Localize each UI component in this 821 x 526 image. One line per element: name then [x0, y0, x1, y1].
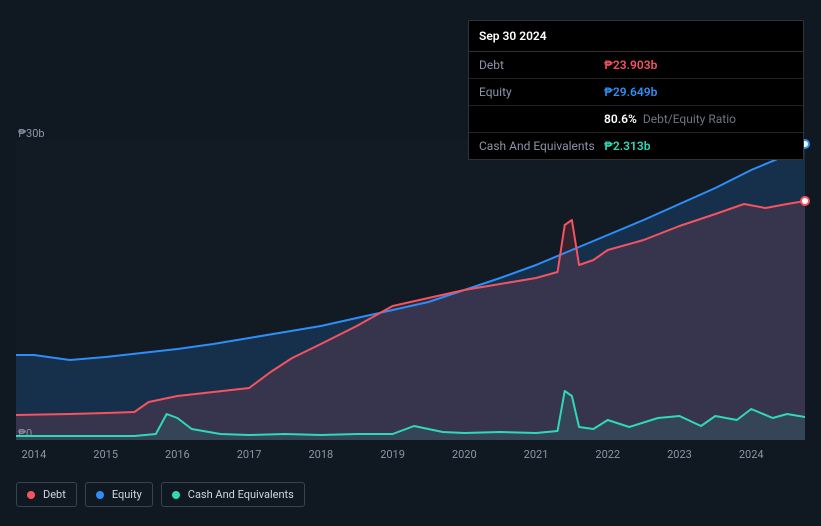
tooltip-date: Sep 30 2024 [469, 21, 803, 52]
tooltip-row: Cash And Equivalents₱2.313b [469, 133, 803, 159]
x-tick-label: 2021 [524, 448, 549, 461]
x-tick-label: 2022 [595, 448, 620, 461]
legend-dot [27, 491, 35, 499]
tooltip-row-value: ₱29.649b [604, 85, 657, 99]
legend: Debt Equity Cash And Equivalents [16, 482, 305, 507]
tooltip-row: Debt₱23.903b [469, 52, 803, 79]
x-tick-label: 2018 [308, 448, 333, 461]
x-tick-label: 2017 [237, 448, 262, 461]
legend-dot [96, 491, 104, 499]
y-tick-label: ₱30b [18, 127, 45, 140]
legend-item[interactable]: Debt [16, 482, 77, 507]
tooltip-panel: Sep 30 2024 Debt₱23.903bEquity₱29.649b80… [468, 20, 804, 160]
legend-item[interactable]: Equity [85, 482, 153, 507]
tooltip-row-value: ₱23.903b [604, 58, 657, 72]
x-tick-label: 2023 [667, 448, 692, 461]
legend-label: Cash And Equivalents [188, 488, 294, 501]
x-tick-label: 2015 [93, 448, 118, 461]
chart-svg [16, 140, 805, 440]
series-end-dot [800, 196, 810, 206]
x-tick-label: 2019 [380, 448, 405, 461]
x-tick-label: 2024 [739, 448, 764, 461]
chart-area [16, 140, 805, 440]
x-tick-label: 2016 [165, 448, 190, 461]
legend-item[interactable]: Cash And Equivalents [161, 482, 305, 507]
x-tick-label: 2014 [22, 448, 47, 461]
legend-label: Debt [43, 488, 66, 501]
legend-label: Equity [112, 488, 142, 501]
tooltip-row-value: 80.6%Debt/Equity Ratio [604, 112, 736, 126]
tooltip-row-label: Equity [479, 85, 604, 99]
tooltip-row-extra: Debt/Equity Ratio [643, 112, 736, 126]
tooltip-row-value: ₱2.313b [604, 139, 651, 153]
legend-dot [172, 491, 180, 499]
x-tick-label: 2020 [452, 448, 477, 461]
tooltip-row-label: Cash And Equivalents [479, 139, 604, 153]
tooltip-row-label [479, 112, 604, 126]
tooltip-row-label: Debt [479, 58, 604, 72]
tooltip-row: Equity₱29.649b [469, 79, 803, 106]
tooltip-row: 80.6%Debt/Equity Ratio [469, 106, 803, 133]
